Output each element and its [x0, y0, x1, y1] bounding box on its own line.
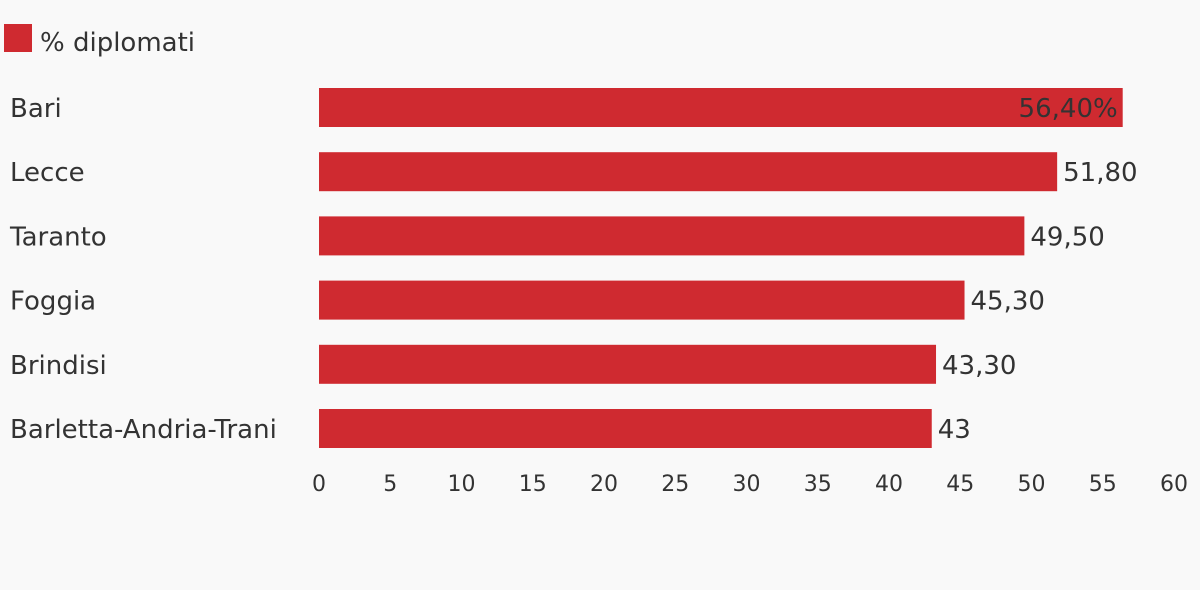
- bar: [319, 344, 937, 384]
- legend-swatch: [4, 24, 32, 52]
- legend: % diplomati: [4, 24, 195, 58]
- bar-row: Lecce 51,80: [10, 152, 1138, 192]
- category-label: Bari: [10, 94, 62, 124]
- x-tick-label: 10: [448, 472, 476, 497]
- bar-row: Taranto 49,50: [9, 216, 1105, 256]
- data-label: 43: [938, 415, 971, 445]
- x-tick-label: 0: [312, 472, 326, 497]
- bar-row: Brindisi 43,30: [10, 344, 1016, 384]
- category-label: Lecce: [10, 158, 85, 188]
- data-label: 45,30: [971, 287, 1045, 317]
- x-tick-label: 25: [661, 472, 689, 497]
- x-tick-label: 45: [946, 472, 974, 497]
- bar: [319, 409, 932, 448]
- x-tick-label: 40: [875, 472, 903, 497]
- bar: [319, 280, 965, 320]
- bar: [319, 216, 1025, 256]
- x-tick-label: 15: [519, 472, 547, 497]
- bar-row: Bari 56,40%: [10, 88, 1123, 127]
- bar-row: Barletta-Andria-Trani 43: [10, 409, 971, 448]
- category-label: Barletta-Andria-Trani: [10, 415, 277, 445]
- data-label: 43,30: [942, 351, 1016, 381]
- bar-row: Foggia 45,30: [10, 280, 1045, 320]
- bar: [319, 152, 1058, 192]
- x-axis-ticks: 0 5 10 15 20 25 30 35 40 45 50 55 60: [312, 472, 1188, 497]
- category-label: Taranto: [9, 222, 107, 252]
- x-tick-label: 35: [804, 472, 832, 497]
- x-tick-label: 5: [383, 472, 397, 497]
- category-label: Brindisi: [10, 351, 107, 381]
- legend-label: % diplomati: [40, 28, 195, 58]
- bars-layer: Bari 56,40% Lecce 51,80 Taranto 49,50 Foggia 45…: [9, 88, 1138, 448]
- data-label: 56,40%: [1019, 94, 1118, 124]
- category-label: Foggia: [10, 287, 96, 317]
- bar: [319, 88, 1123, 127]
- x-tick-label: 30: [733, 472, 761, 497]
- x-tick-label: 50: [1018, 472, 1046, 497]
- x-tick-label: 55: [1089, 472, 1117, 497]
- x-tick-label: 20: [590, 472, 618, 497]
- x-tick-label: 60: [1160, 472, 1188, 497]
- data-label: 51,80: [1063, 158, 1137, 188]
- data-label: 49,50: [1030, 222, 1104, 252]
